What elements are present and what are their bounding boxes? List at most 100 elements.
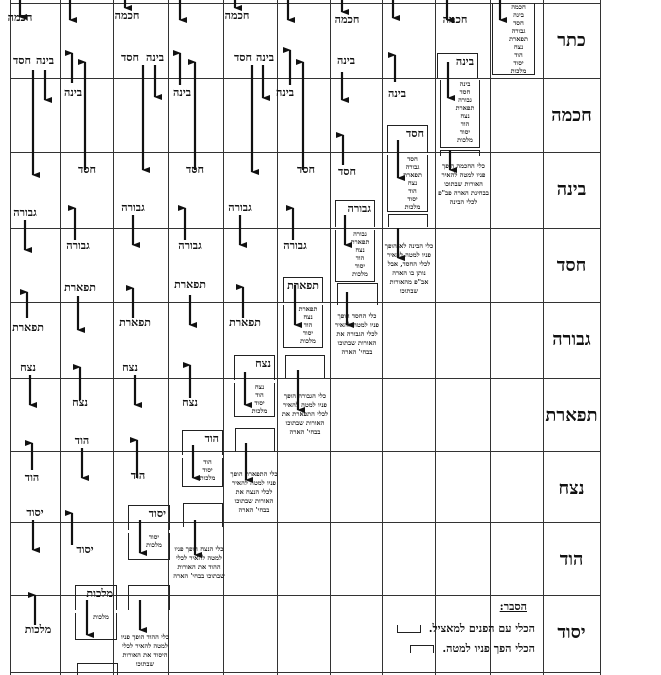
vessel-list-item: נצח — [407, 179, 418, 187]
vessel-list: תפארת נצח הוד יסוד מלכות — [284, 305, 322, 345]
vessel-list-item: יסוד — [407, 195, 418, 203]
legend: הסבר: הכלי עם הפנים למאציל. הכלי הפך פני… — [385, 600, 535, 662]
row-header: יסוד — [557, 621, 586, 643]
vessel-head-box: בינה — [437, 53, 478, 78]
sefira-label: גבורה — [121, 201, 145, 214]
column-divider — [168, 0, 169, 675]
column-divider — [10, 0, 11, 675]
vessel-list-item: נצח — [303, 313, 313, 321]
sefira-label: נצח — [20, 361, 36, 374]
inverted-vessel-box — [77, 663, 118, 675]
vessel-list-item: חסד — [407, 155, 418, 163]
row-header: חסד — [556, 254, 587, 276]
row-header: בינה — [556, 178, 587, 200]
vessel-list-item: תפארת — [403, 171, 422, 179]
vessel-list: בינה חסד גבורה תפארת נצח הוד יסוד מלכות — [441, 80, 479, 144]
vessel-list-item: יסוד — [354, 262, 366, 270]
vessel-list-item: תפארת — [350, 238, 370, 246]
vessel-head-label: מלכות — [86, 587, 113, 600]
sefira-label: נצח — [72, 396, 88, 409]
sefira-label: הוד — [74, 434, 90, 447]
sefira-label: יסוד — [26, 506, 44, 519]
vessel-head-box: גבורה — [335, 200, 375, 227]
column-divider — [113, 0, 114, 675]
row-divider — [10, 78, 600, 79]
vessel-list-box: חכמה בינה חסד גבורה תפארת נצח הוד יסוד מלכות — [492, 3, 535, 75]
vessel-list-item: הוד — [203, 458, 212, 466]
vessel-list-box: מלכות — [75, 613, 117, 640]
inverted-vessel-box — [388, 214, 428, 227]
vessel-list: נצח הוד יסוד מלכות — [235, 383, 274, 415]
vessel-list-item: גבורה — [511, 27, 526, 35]
vessel-list-item: הוד — [355, 254, 365, 262]
vessel-list-item: נצח — [355, 246, 365, 254]
vessel-list-item: בינה — [459, 80, 471, 88]
legend-face-up-label: הכלי עם הפנים למאציל. — [428, 622, 535, 635]
sefira-label: תפארת — [119, 316, 151, 329]
sefira-label: חסד — [77, 163, 97, 176]
inverted-vessel-box — [337, 283, 378, 305]
sefira-label: מלכות — [24, 623, 52, 636]
inverted-vessel-box — [183, 503, 223, 527]
vessel-list-item: מלכות — [93, 613, 109, 621]
row-divider — [10, 522, 600, 523]
vessel-list-item: נצח — [254, 383, 265, 391]
vessel-list-item: מלכות — [199, 474, 216, 482]
vessel-list-item: גבורה — [405, 163, 420, 171]
sefira-label: בינה — [63, 86, 83, 99]
vessel-list-item: מלכות — [146, 541, 162, 549]
sefira-label: בינה — [35, 54, 55, 67]
explanation-text: כלי ההוד הופך פניו למטה להאיר לכלי היסוד… — [120, 633, 170, 668]
vessel-list: חכמה בינה חסד גבורה תפארת נצח הוד יסוד מלכות — [493, 3, 534, 75]
column-divider — [330, 0, 331, 675]
vessel-list-box: הוד יסוד מלכות — [182, 458, 223, 487]
vessel-list-item: חסד — [513, 19, 524, 27]
sefira-label: בינה — [255, 51, 275, 64]
column-divider — [490, 0, 491, 675]
vessel-list-item: מלכות — [404, 203, 421, 211]
vessel-list-item: מלכות — [300, 337, 316, 345]
vessel-list-item: תפארת — [509, 35, 528, 43]
sefira-label: גבורה — [66, 239, 90, 252]
sefira-label: חסד — [120, 51, 140, 64]
legend-face-down-label: הכלי הפך פניו למטה. — [442, 642, 535, 655]
vessel-list-item: הוד — [303, 321, 313, 329]
vessel-list: חסד גבורה תפארת נצח הוד יסוד מלכות — [388, 155, 427, 211]
row-header: נצח — [558, 477, 585, 499]
explanation-text: כלי החכמה הופך פניו למטה להאיר האורות שב… — [438, 162, 489, 206]
sefira-label: חסד — [296, 163, 316, 176]
row-divider — [10, 3, 600, 4]
sefira-label: תפארת — [64, 281, 96, 294]
vessel-list-item: מלכות — [251, 407, 268, 415]
vessel-list-item: גבורה — [458, 96, 472, 104]
vessel-list-item: תפארת — [455, 104, 475, 112]
vessel-head-box: חסד — [387, 125, 428, 153]
vessel-list-item: נצח — [513, 43, 524, 51]
row-divider — [10, 228, 600, 229]
inverted-vessel-box — [440, 150, 480, 156]
vessel-list-box: חסד גבורה תפארת נצח הוד יסוד מלכות — [387, 155, 428, 212]
row-divider — [10, 302, 600, 303]
vessel-list-box: גבורה תפארת נצח הוד יסוד מלכות — [335, 230, 375, 282]
column-divider — [382, 0, 383, 675]
open-top-bracket-icon — [396, 624, 421, 633]
sefira-label: חסד — [337, 165, 357, 178]
vessel-list-item: יסוד — [302, 329, 314, 337]
row-header: גבורה — [552, 328, 591, 350]
vessel-list-item: יסוד — [202, 466, 213, 474]
vessel-list-item: הוד — [514, 51, 523, 59]
legend-item-face-up: הכלי עם הפנים למאציל. — [385, 622, 535, 635]
sefira-label: בינה — [336, 54, 356, 67]
column-divider — [223, 0, 224, 675]
explanation-text: כלי החסד הופך פניו למטה להאיר לכלי הגבור… — [335, 312, 379, 356]
sefira-label: יסוד — [76, 543, 94, 556]
explanation-text: כלי הבינה לא הופך פניו למטה להאיר לכלי ה… — [384, 242, 434, 295]
sefira-label: גבורה — [13, 206, 37, 219]
vessel-list-item: יסוד — [254, 399, 265, 407]
vessel-list-item: חסד — [459, 88, 471, 96]
vessel-list-item: בינה — [513, 11, 524, 19]
column-divider — [277, 0, 278, 675]
column-divider — [435, 0, 436, 675]
